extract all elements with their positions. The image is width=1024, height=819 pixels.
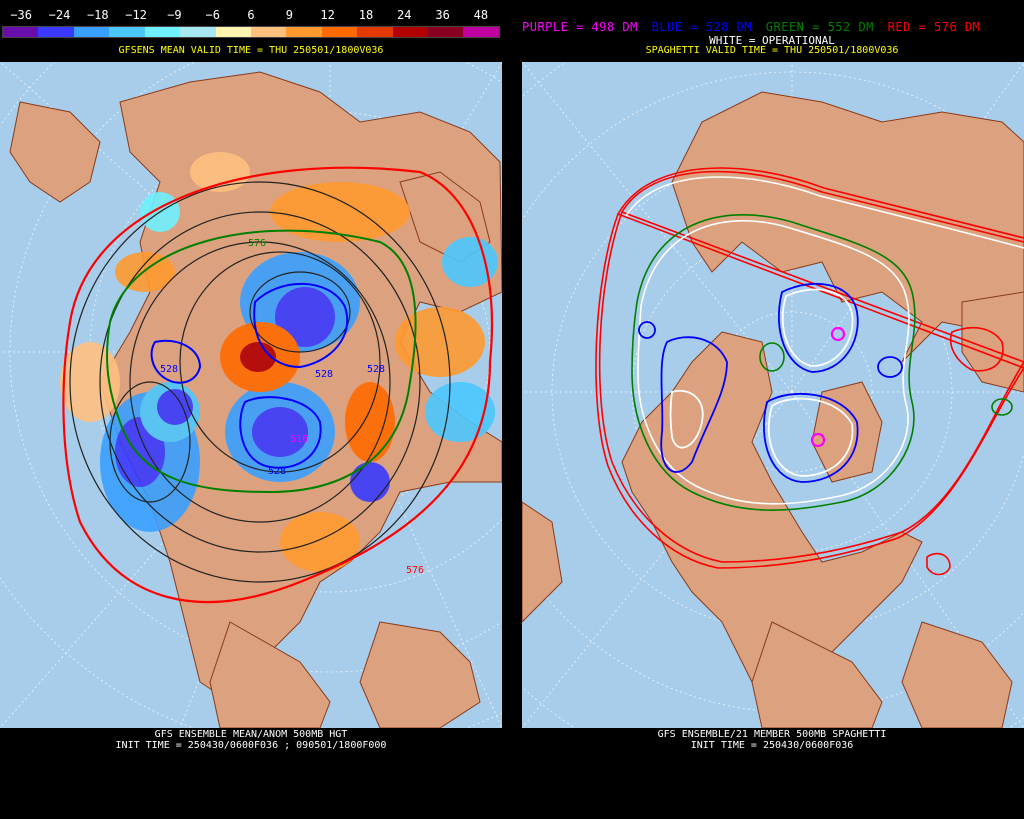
spaghetti-498 — [810, 326, 846, 448]
colorbar-label: 48 — [473, 8, 489, 22]
contour-label: 528 — [367, 364, 385, 375]
colorbar-swatch — [392, 27, 429, 37]
contour-528-b — [239, 396, 322, 469]
colorbar-label: 18 — [358, 8, 374, 22]
contour-576 — [62, 166, 494, 604]
right-caption-line2: INIT TIME = 250430/0600F036 — [690, 740, 854, 751]
spaghetti-legend: PURPLE = 498 DM BLUE = 528 DM GREEN = 55… — [522, 20, 1022, 34]
colorbar-swatches — [2, 26, 500, 38]
contour-label: 528 — [268, 466, 286, 477]
contour-label: 576 — [406, 565, 424, 576]
spaghetti-576 — [595, 167, 1024, 576]
legend-red: RED = 576 DM — [887, 20, 981, 34]
left-map-svg: 528 528 516 528 576 528 576 — [0, 62, 502, 728]
panel-divider — [502, 0, 522, 819]
left-panel-title: GFSENS MEAN VALID TIME = THU 250501/1800… — [118, 45, 384, 56]
colorbar-swatch — [463, 27, 499, 37]
colorbar-label: 36 — [435, 8, 450, 22]
colorbar-label: −18 — [86, 8, 109, 22]
left-contour-labels: 528 528 516 528 576 528 576 — [160, 238, 424, 576]
contour-label: 516 — [290, 434, 308, 445]
left-caption: GFS ENSEMBLE MEAN/ANOM 500MB HGT INIT TI… — [0, 729, 502, 751]
colorbar-swatch — [3, 27, 39, 37]
contour-label: 576 — [248, 238, 266, 249]
colorbar-label: −12 — [125, 8, 147, 22]
contour-528-c — [150, 339, 202, 384]
colorbar-label: −36 — [10, 8, 32, 22]
colorbar-label: −6 — [205, 8, 220, 22]
colorbar-swatch — [357, 27, 393, 37]
colorbar-swatch — [250, 27, 287, 37]
colorbar-label: 12 — [320, 8, 335, 22]
colorbar-swatch — [73, 27, 110, 37]
legend-white: WHITE = OPERATIONAL — [709, 34, 835, 47]
legend-purple: PURPLE = 498 DM — [522, 20, 638, 34]
spaghetti-552 — [631, 214, 1013, 511]
right-panel-title: SPAGHETTI VALID TIME = THU 250501/1800V0… — [645, 45, 899, 56]
colorbar-swatch — [321, 27, 358, 37]
left-map-panel: 528 528 516 528 576 528 576 — [0, 62, 502, 728]
spaghetti-528 — [638, 282, 903, 483]
colorbar-label: 9 — [285, 8, 293, 22]
colorbar-labels: −36 −24 −18 −12 −9 −6 6 9 12 18 24 36 48 — [2, 4, 500, 26]
anomaly-colorbar: −36 −24 −18 −12 −9 −6 6 9 12 18 24 36 48 — [2, 4, 500, 40]
contour-528-a — [253, 282, 349, 369]
colorbar-swatch — [428, 27, 464, 37]
colorbar-label: 24 — [397, 8, 412, 22]
colorbar-swatch — [286, 27, 322, 37]
right-map-svg — [522, 62, 1024, 728]
colorbar-label: −9 — [167, 8, 182, 22]
colorbar-swatch — [215, 27, 251, 37]
colorbar-label: 6 — [247, 8, 255, 22]
legend-green: GREEN = 552 DM — [765, 20, 874, 34]
right-map-panel — [522, 62, 1024, 728]
contour-552 — [106, 229, 417, 494]
colorbar-swatch — [109, 27, 145, 37]
height-contours — [69, 181, 451, 583]
left-caption-line2: INIT TIME = 250430/0600F036 ; 090501/180… — [115, 740, 387, 751]
left-caption-line1: GFS ENSEMBLE MEAN/ANOM 500MB HGT — [154, 729, 348, 740]
anomaly-shading — [60, 152, 498, 572]
right-caption-line1: GFS ENSEMBLE/21 MEMBER 500MB SPAGHETTI — [657, 729, 887, 740]
colorbar-swatch — [38, 27, 74, 37]
colorbar-swatch — [180, 27, 216, 37]
contour-label: 528 — [160, 364, 178, 375]
right-caption: GFS ENSEMBLE/21 MEMBER 500MB SPAGHETTI I… — [522, 729, 1022, 751]
colorbar-label: −24 — [48, 8, 71, 22]
colorbar-swatch — [144, 27, 181, 37]
contour-label: 528 — [315, 369, 333, 380]
legend-blue: BLUE = 528 DM — [651, 20, 753, 34]
land-masses — [522, 91, 1024, 728]
